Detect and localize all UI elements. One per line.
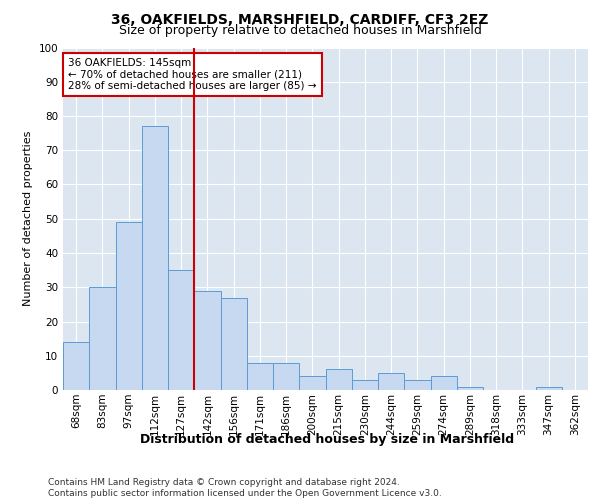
Bar (63, 342, 89, 390)
Bar (352, 380, 378, 390)
Text: 36 OAKFIELDS: 145sqm
← 70% of detached houses are smaller (211)
28% of semi-deta: 36 OAKFIELDS: 145sqm ← 70% of detached h… (68, 58, 317, 91)
Bar (115, 222, 142, 390)
Bar (221, 298, 247, 390)
Bar (168, 270, 194, 390)
Bar (247, 362, 273, 390)
Text: Distribution of detached houses by size in Marshfield: Distribution of detached houses by size … (140, 432, 514, 446)
Bar (194, 290, 221, 390)
Text: 36, OAKFIELDS, MARSHFIELD, CARDIFF, CF3 2EZ: 36, OAKFIELDS, MARSHFIELD, CARDIFF, CF3 … (112, 12, 488, 26)
Bar (325, 370, 352, 390)
Bar (89, 287, 115, 390)
Bar (404, 380, 431, 390)
Bar (299, 376, 325, 390)
Bar (142, 126, 168, 390)
Bar (457, 386, 483, 390)
Text: Contains HM Land Registry data © Crown copyright and database right 2024.
Contai: Contains HM Land Registry data © Crown c… (48, 478, 442, 498)
Y-axis label: Number of detached properties: Number of detached properties (23, 131, 33, 306)
Bar (431, 376, 457, 390)
Bar (273, 362, 299, 390)
Text: Size of property relative to detached houses in Marshfield: Size of property relative to detached ho… (119, 24, 481, 37)
Bar (536, 386, 562, 390)
Bar (378, 373, 404, 390)
